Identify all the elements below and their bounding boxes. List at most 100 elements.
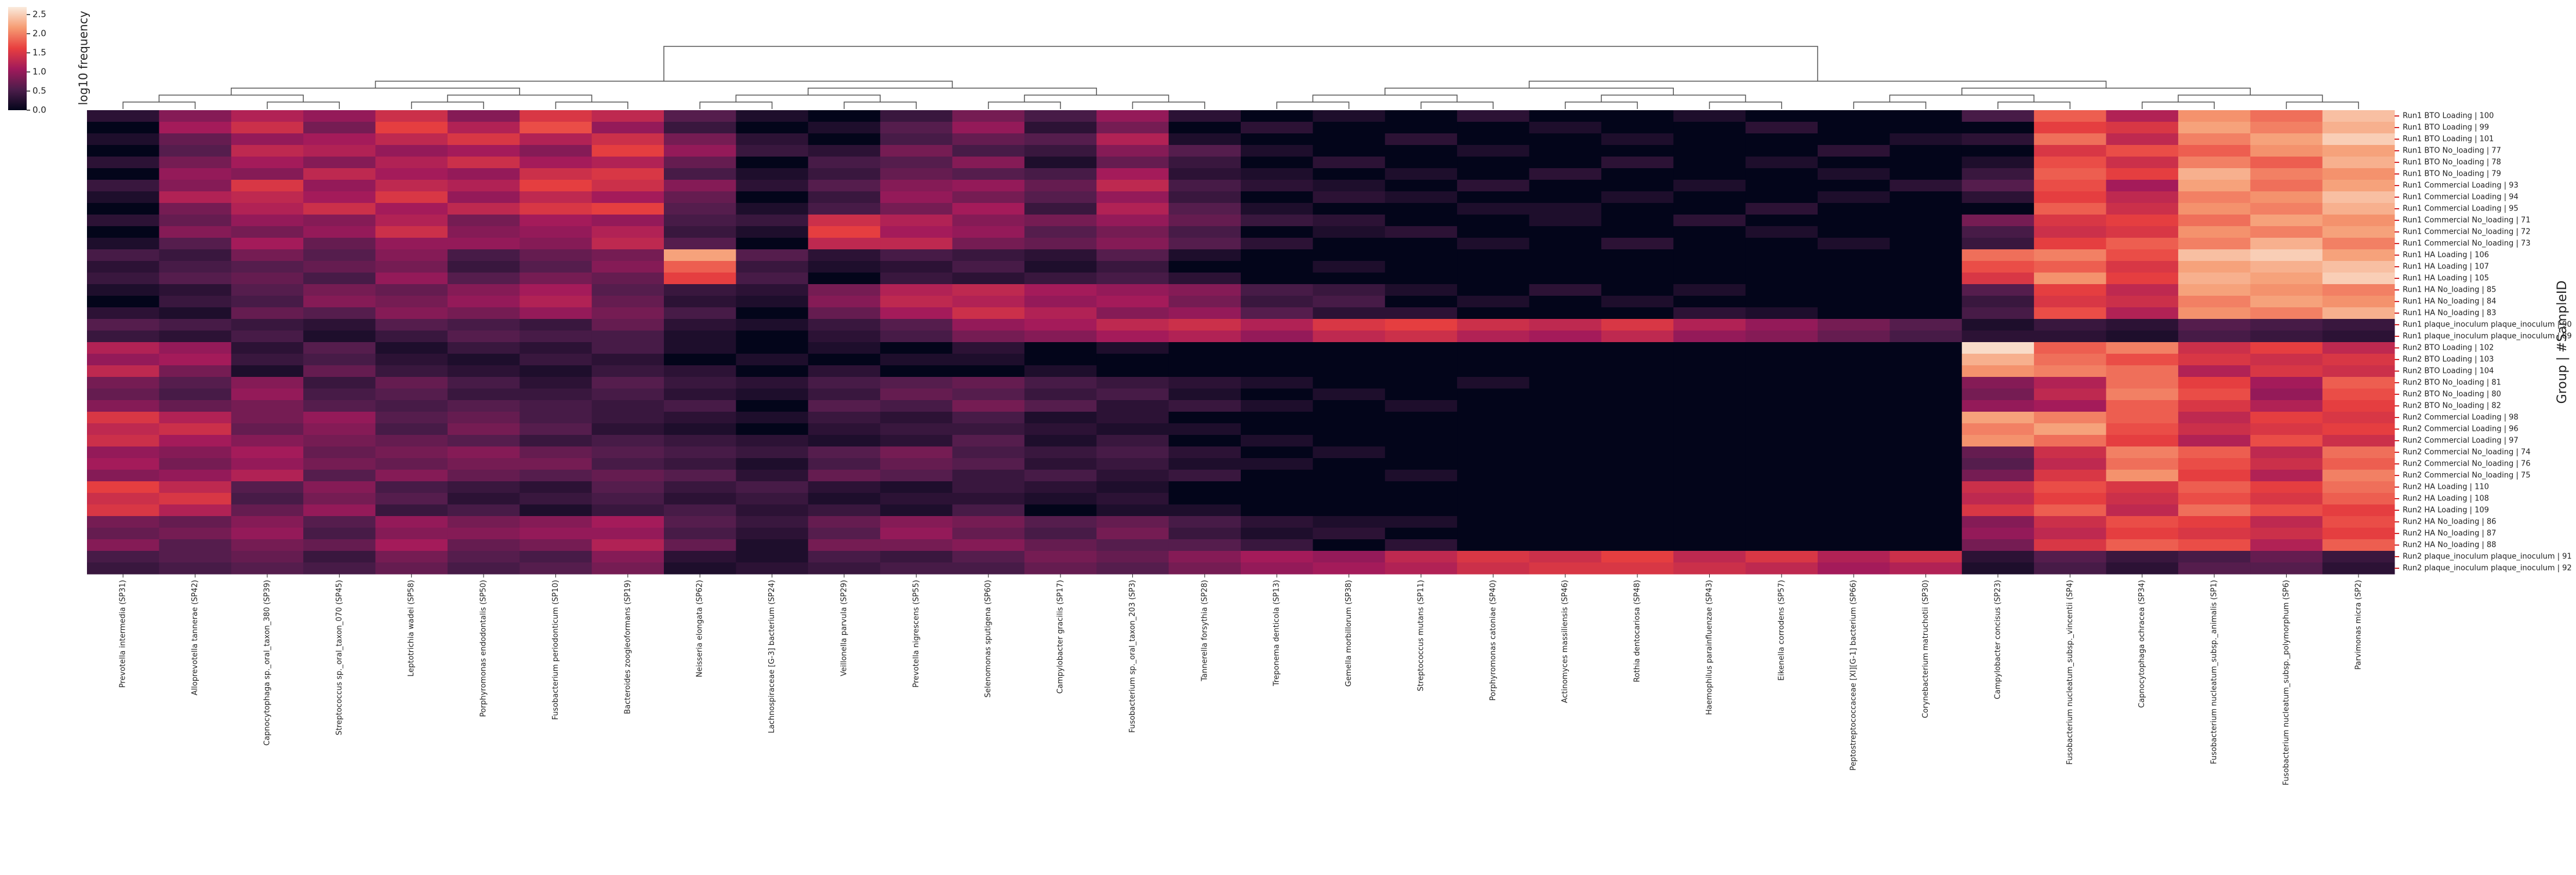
colorbar-tick-label: 1.0 [32,67,46,77]
heatmap-cell [447,423,520,435]
heatmap-cell [808,261,881,273]
heatmap-cell [736,145,809,157]
heatmap-cell [952,273,1025,285]
heatmap-cell [1024,191,1097,204]
heatmap-cell [808,145,881,157]
heatmap-cell [2106,110,2179,122]
colorbar-tick-label: 0.0 [32,105,46,115]
heatmap-cell [1385,435,1458,447]
heatmap-cell [1673,110,1746,122]
heatmap-cell [1673,423,1746,435]
heatmap-cell [303,145,376,157]
heatmap-cell [2178,423,2251,435]
heatmap-cell [591,562,664,575]
heatmap-cell [1745,516,1818,528]
heatmap-cell [87,191,159,204]
row-label: Run1 Commercial No_loading | 71 [2403,216,2530,225]
heatmap-cell [1601,423,1674,435]
heatmap-cell [159,365,232,377]
heatmap-cell [231,412,304,424]
heatmap-cell [591,539,664,551]
heatmap-cell [1096,273,1169,285]
heatmap-cell [2106,191,2179,204]
heatmap-cell [87,168,159,180]
heatmap-cell [2106,226,2179,238]
heatmap-cell [1818,122,1890,134]
heatmap-cell [1241,110,1313,122]
heatmap-cell [1024,307,1097,319]
heatmap-cell [1673,504,1746,517]
heatmap-cell [1961,191,2034,204]
heatmap-cell [2106,493,2179,505]
heatmap-cell [2106,203,2179,215]
heatmap-cell [2106,284,2179,296]
heatmap-cell [1385,191,1458,204]
heatmap-cell [2106,423,2179,435]
heatmap-cell [1241,238,1313,250]
heatmap-cell [736,157,809,169]
heatmap-cell [159,551,232,563]
heatmap-cell [519,168,593,180]
heatmap-cell [1457,215,1529,227]
heatmap-cell [87,249,159,262]
heatmap-cell [1890,331,1963,343]
heatmap-cell [1601,435,1674,447]
heatmap-cell [159,528,232,540]
row-label: Run2 HA No_loading | 86 [2403,518,2496,527]
heatmap-cell [1818,261,1890,273]
heatmap-cell [952,389,1025,401]
heatmap-cell [1385,389,1458,401]
heatmap-cell [1457,354,1529,366]
heatmap-cell [87,307,159,319]
dendrogram-link [1385,88,1674,95]
column-label: Tannerella forsythia (SP28) [1200,580,1209,682]
heatmap-cell [2106,504,2179,517]
heatmap-cell [1168,389,1241,401]
heatmap-cell [1818,504,1890,517]
heatmap-cell [591,203,664,215]
heatmap-cell [1024,145,1097,157]
heatmap-cell [1096,377,1169,389]
heatmap-cell [1457,481,1529,493]
heatmap-cell [2322,354,2395,366]
heatmap-cell [591,551,664,563]
heatmap-cell [1385,122,1458,134]
heatmap-cell [1529,470,1602,482]
heatmap-cell [1024,203,1097,215]
heatmap-cell [1745,296,1818,308]
heatmap-cell [808,215,881,227]
heatmap-cell [1961,249,2034,262]
heatmap-cell [952,157,1025,169]
heatmap-cell [1745,191,1818,204]
heatmap-cell [1745,331,1818,343]
heatmap-cell [1313,435,1386,447]
heatmap-cell [1457,191,1529,204]
heatmap-cell [1673,226,1746,238]
heatmap-cell [2250,342,2323,354]
heatmap-cell [87,528,159,540]
heatmap-cell [87,435,159,447]
heatmap-cell [1818,493,1890,505]
heatmap-cell [1457,133,1529,146]
heatmap-cell [1890,493,1963,505]
heatmap-cell [736,423,809,435]
heatmap-cell [1890,528,1963,540]
heatmap-cell [2034,504,2106,517]
heatmap-cell [2322,273,2395,285]
heatmap-cell [736,539,809,551]
heatmap-cell [2322,226,2395,238]
heatmap-cell [2034,238,2106,250]
heatmap-cell [2034,168,2106,180]
heatmap-cell [303,296,376,308]
column-label: Alloprevotella tannerae (SP42) [191,580,199,695]
heatmap-cell [736,180,809,192]
heatmap-cell [159,180,232,192]
heatmap-cell [1385,319,1458,331]
heatmap-cell [519,551,593,563]
heatmap-cell [447,145,520,157]
heatmap-cell [1096,191,1169,204]
heatmap-cell [2034,354,2106,366]
heatmap-cell [1313,562,1386,575]
column-label: Streptococcus mutans (SP11) [1416,580,1425,691]
heatmap-cell [87,261,159,273]
